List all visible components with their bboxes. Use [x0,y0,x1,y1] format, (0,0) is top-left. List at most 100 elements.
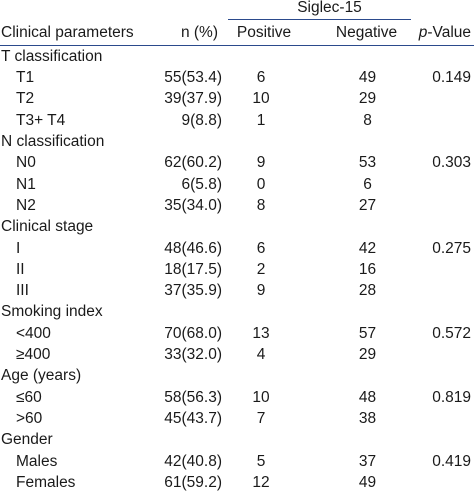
cell-positive: 10 [228,89,306,110]
cell-positive: 0 [228,174,306,195]
header-negative: Negative [306,20,411,46]
cell-n-percent [148,429,228,450]
cell-parameter: T1 [0,67,148,88]
cell-parameter: I [0,238,148,259]
cell-n-percent [148,365,228,386]
header-spacer [411,0,474,20]
cell-n-percent: 18(17.5) [148,259,228,280]
cell-p-value [411,174,474,195]
cell-n-percent: 55(53.4) [148,67,228,88]
cell-positive: 10 [228,387,306,408]
header-row-columns: Clinical parameters n (%) Positive Negat… [0,20,474,46]
cell-positive: 4 [228,344,306,365]
cell-parameter: III [0,280,148,301]
header-positive: Positive [228,20,306,46]
cell-p-value [411,110,474,131]
cell-parameter: N2 [0,195,148,216]
cell-positive [228,302,306,323]
header-p-value: p-Value [411,20,474,46]
cell-n-percent [148,302,228,323]
cell-negative: 8 [306,110,411,131]
cell-n-percent: 39(37.9) [148,89,228,110]
cell-n-percent: 62(60.2) [148,152,228,173]
cell-p-value [411,259,474,280]
cell-negative: 42 [306,238,411,259]
cell-p-value [411,280,474,301]
cell-n-percent: 61(59.2) [148,472,228,493]
cell-negative [306,429,411,450]
cell-parameter: >60 [0,408,148,429]
cell-parameter: Males [0,451,148,472]
cell-positive: 8 [228,195,306,216]
cell-negative: 16 [306,259,411,280]
cell-positive [228,46,306,68]
cell-parameter: N1 [0,174,148,195]
cell-parameter: Gender [0,429,148,450]
category-row: Clinical stage [0,216,474,237]
cell-p-value [411,344,474,365]
table-header: Siglec-15 Clinical parameters n (%) Posi… [0,0,474,46]
table-figure: Siglec-15 Clinical parameters n (%) Posi… [0,0,474,413]
cell-n-percent: 33(32.0) [148,344,228,365]
cell-negative: 29 [306,89,411,110]
cell-negative [306,302,411,323]
cell-positive: 9 [228,280,306,301]
cell-p-value: 0.819 [411,387,474,408]
cell-positive: 1 [228,110,306,131]
cell-parameter: ≤60 [0,387,148,408]
cell-parameter: <400 [0,323,148,344]
header-spacer [0,0,148,20]
cell-n-percent: 42(40.8) [148,451,228,472]
header-row-group: Siglec-15 [0,0,474,20]
cell-parameter: Smoking index [0,302,148,323]
cell-negative [306,365,411,386]
cell-positive: 5 [228,451,306,472]
cell-n-percent [148,131,228,152]
cell-negative: 49 [306,472,411,493]
cell-negative: 53 [306,152,411,173]
cell-parameter: N classification [0,131,148,152]
cell-parameter: Females [0,472,148,493]
cell-p-value [411,408,474,429]
cell-negative: 6 [306,174,411,195]
cell-p-value: 0.419 [411,451,474,472]
cell-p-value: 0.275 [411,238,474,259]
cell-parameter: N0 [0,152,148,173]
cell-negative: 48 [306,387,411,408]
category-row: Smoking index [0,302,474,323]
cell-n-percent [148,46,228,68]
cell-parameter: Age (years) [0,365,148,386]
cell-positive: 2 [228,259,306,280]
cell-positive: 6 [228,238,306,259]
cell-negative [306,46,411,68]
category-row: Age (years) [0,365,474,386]
cell-negative: 38 [306,408,411,429]
cell-positive: 9 [228,152,306,173]
header-clinical-parameters: Clinical parameters [0,20,148,46]
cell-positive [228,216,306,237]
header-p-suffix: -Value [427,24,471,41]
cell-parameter: ≥400 [0,344,148,365]
cell-n-percent: 45(43.7) [148,408,228,429]
cell-negative: 27 [306,195,411,216]
cell-n-percent: 35(34.0) [148,195,228,216]
cell-n-percent: 58(56.3) [148,387,228,408]
header-spacer [148,0,228,20]
cell-positive [228,429,306,450]
cell-positive [228,131,306,152]
cell-negative: 28 [306,280,411,301]
cell-n-percent: 9(8.8) [148,110,228,131]
cell-p-value [411,131,474,152]
cell-n-percent: 48(46.6) [148,238,228,259]
cell-p-value [411,429,474,450]
cell-p-value [411,216,474,237]
